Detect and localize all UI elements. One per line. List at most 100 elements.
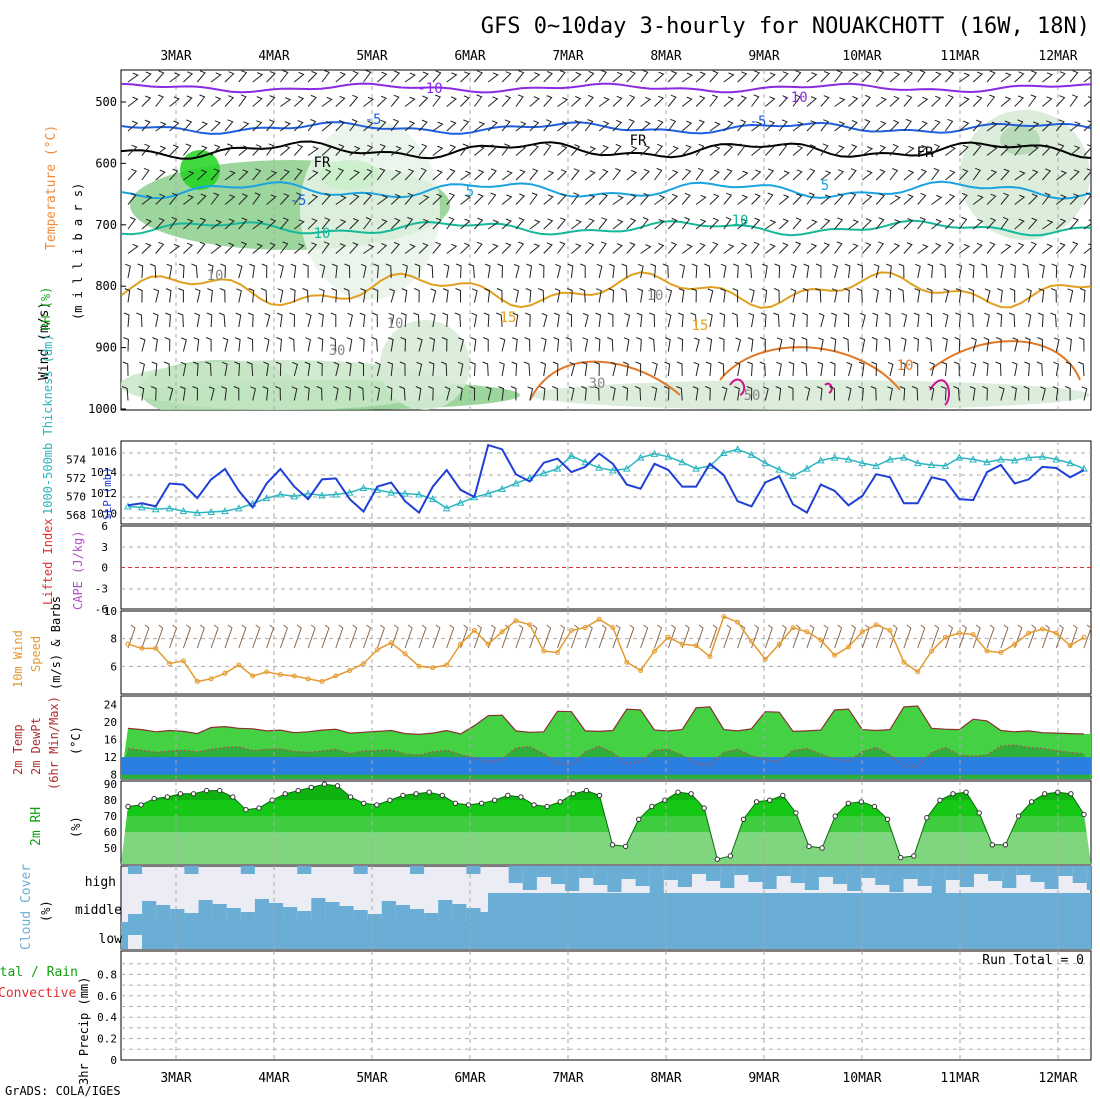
wind-speed-point	[721, 614, 727, 619]
upper-wind-barb	[790, 288, 797, 303]
upper-wind-barb	[460, 119, 470, 132]
upper-wind-barb	[469, 386, 476, 401]
upper-tick-label: 1000	[88, 402, 117, 416]
upper-wind-barb	[1055, 194, 1067, 205]
rh-point	[531, 802, 537, 808]
wind-barb	[349, 624, 358, 649]
thickness-point	[678, 458, 687, 466]
upper-wind-barb	[235, 312, 242, 328]
upper-wind-barb	[474, 241, 483, 254]
upper-wind-barb	[446, 243, 458, 254]
upper-wind-barb	[1000, 144, 1011, 156]
wind-barb	[141, 624, 150, 649]
wind-speed-point	[139, 645, 145, 651]
wind-barb	[640, 624, 649, 649]
upper-wind-barb	[915, 263, 921, 279]
upper-wind-barb	[557, 169, 568, 181]
upper-wind-barb	[792, 145, 804, 156]
upper-wind-barb	[945, 241, 955, 254]
thickness-point	[816, 456, 825, 464]
upper-wind-barb	[169, 192, 178, 205]
upper-wind-barb	[1079, 312, 1085, 328]
upper-wind-barb	[335, 168, 345, 181]
upper-wind-barb	[986, 70, 996, 83]
upper-wind-barb	[349, 145, 361, 156]
upper-wind-barb	[861, 170, 873, 181]
contour-label: FR	[314, 155, 331, 171]
upper-wind-barb	[856, 288, 863, 303]
upper-wind-barb	[321, 120, 333, 132]
contour-label: 15	[692, 318, 709, 334]
wind-barb	[598, 624, 607, 649]
cloud-middle-bar	[297, 911, 312, 922]
precip-ylabel-total: Total / Rain	[0, 965, 78, 980]
upper-wind-barb	[584, 70, 595, 83]
upper-wind-barb	[763, 386, 769, 401]
upper-wind-barb	[153, 288, 160, 303]
upper-wind-barb	[1081, 386, 1088, 401]
upper-wind-barb	[441, 337, 448, 352]
date-label-top: 9MAR	[748, 49, 779, 64]
upper-wind-barb	[676, 386, 683, 401]
rh-point	[871, 803, 878, 810]
upper-wind-barb	[571, 120, 581, 132]
upper-wind-barb	[718, 361, 725, 377]
upper-wind-barb	[626, 242, 636, 254]
upper-wind-barb	[205, 337, 212, 352]
upper-wind-barb	[349, 169, 360, 181]
upper-wind-barb	[802, 312, 808, 328]
rh-point	[138, 802, 144, 808]
cloud-high-bar	[410, 866, 425, 874]
upper-wind-barb	[1012, 337, 1019, 352]
upper-wind-barb	[707, 288, 714, 303]
upper-wind-barb	[179, 386, 186, 401]
upper-wind-barb	[640, 120, 651, 132]
rh-point	[609, 842, 616, 848]
upper-wind-barb	[958, 216, 968, 230]
rh-point	[963, 789, 969, 795]
upper-wind-barb	[1055, 218, 1067, 230]
cloud-level-middle: middle	[75, 903, 122, 918]
upper-wind-barb	[557, 145, 568, 156]
upper-wind-barb	[848, 71, 859, 83]
rh-point	[924, 815, 930, 821]
upper-wind-barb	[820, 218, 831, 230]
upper-wind-barb	[831, 288, 838, 303]
upper-wind-barb	[899, 386, 906, 401]
wind-barb	[418, 624, 427, 649]
upper-wind-barb	[1069, 121, 1081, 132]
upper-wind-barb	[870, 386, 877, 401]
upper-wind-barb	[984, 312, 990, 328]
upper-wind-barb	[487, 144, 498, 156]
upper-wind-barb	[982, 361, 989, 377]
cloud-high-bar	[988, 866, 1003, 881]
wind-barb	[210, 624, 219, 649]
rh-ylabel-units: (%)	[69, 816, 83, 838]
upper-wind-barb	[1067, 288, 1074, 303]
upper-wind-barb	[968, 288, 974, 303]
upper-wind-barb	[218, 312, 226, 328]
upper-wind-barb	[581, 386, 587, 401]
wind-speed-point	[1012, 641, 1018, 647]
thickness-point	[124, 502, 132, 510]
upper-wind-barb	[945, 193, 956, 205]
upper-wind-barb	[483, 312, 490, 328]
upper-wind-barb	[210, 96, 222, 107]
upper-wind-barb	[834, 121, 846, 132]
upper-wind-barb	[181, 337, 187, 352]
upper-wind-barb	[1000, 168, 1010, 181]
rh-point	[282, 791, 288, 797]
upper-wind-barb	[169, 144, 179, 156]
rh-shade	[300, 120, 440, 300]
upper-wind-barb	[901, 312, 908, 328]
rh-tick: 90	[104, 778, 117, 791]
cloud-high-bar	[974, 866, 989, 874]
upper-wind-barb	[458, 337, 464, 352]
upper-wind-barb	[432, 145, 444, 156]
wind-barb	[764, 624, 773, 649]
upper-wind-barb	[363, 244, 375, 254]
rh-level-fill	[150, 784, 1075, 801]
upper-wind-barb	[304, 386, 310, 401]
upper-wind-barb	[293, 144, 304, 156]
upper-wind-barb	[377, 218, 388, 230]
